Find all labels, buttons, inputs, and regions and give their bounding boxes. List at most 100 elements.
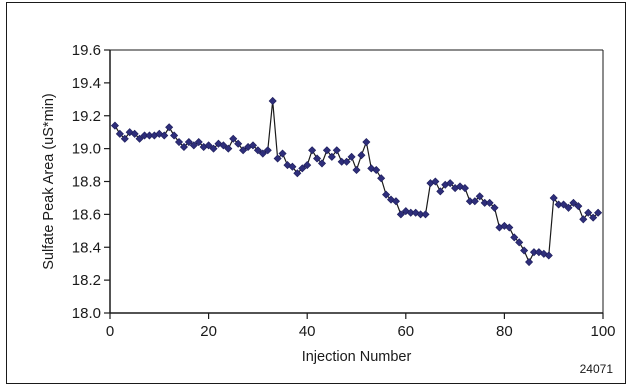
data-point <box>525 258 534 267</box>
data-point <box>263 146 272 155</box>
data-point <box>179 142 188 152</box>
y-tick-label: 18.6 <box>72 206 101 223</box>
x-tick-label: 40 <box>299 323 316 340</box>
series-line <box>114 100 599 264</box>
y-tick-label: 19.2 <box>72 108 101 125</box>
data-point <box>170 131 179 140</box>
data-point <box>559 200 568 209</box>
data-point <box>564 203 573 212</box>
data-point <box>234 139 243 148</box>
data-point <box>317 159 327 168</box>
data-point <box>391 197 400 206</box>
data-point <box>475 192 484 201</box>
data-point <box>574 202 583 211</box>
data-point <box>382 190 391 199</box>
data-point <box>332 146 341 155</box>
data-point <box>342 157 351 166</box>
data-point <box>401 207 410 216</box>
data-point <box>569 198 578 207</box>
data-point <box>456 182 465 191</box>
data-point <box>189 141 198 150</box>
data-point <box>160 131 169 140</box>
data-point <box>584 208 593 217</box>
y-tick-label: 18.8 <box>72 174 101 191</box>
sulfate-peak-area-chart: 18.0 18.2 18.4 18.6 18.8 19.0 19.2 19.4 19.6 0 20… <box>41 42 616 376</box>
x-tick-label: 100 <box>590 323 615 340</box>
data-point <box>248 141 257 150</box>
data-point <box>431 177 440 186</box>
data-point <box>367 164 376 173</box>
y-tick-label: 19.0 <box>72 141 101 158</box>
data-point <box>120 134 129 143</box>
data-point <box>534 248 543 257</box>
series-markers <box>110 96 603 267</box>
data-point <box>485 198 494 207</box>
data-point <box>209 144 218 153</box>
data-point <box>520 246 529 255</box>
data-point <box>347 152 356 161</box>
data-point <box>184 138 193 147</box>
data-point <box>589 213 598 222</box>
x-axis-ticks: 0 20 40 60 80 100 <box>106 313 616 340</box>
data-point <box>544 251 553 260</box>
data-point <box>352 165 361 175</box>
data-point <box>396 210 405 219</box>
plot-area <box>109 49 604 314</box>
data-point <box>411 208 420 217</box>
data-point <box>470 197 479 206</box>
x-tick-label: 20 <box>200 323 217 340</box>
y-tick-label: 19.4 <box>72 75 101 92</box>
data-point <box>303 161 312 170</box>
chart-frame: 18.0 18.2 18.4 18.6 18.8 19.0 19.2 19.4 19.6 0 20… <box>6 2 626 384</box>
y-axis-ticks: 18.0 18.2 18.4 18.6 18.8 19.0 19.2 19.4 19.6 <box>72 42 110 322</box>
data-point <box>357 151 366 160</box>
data-point <box>273 154 282 163</box>
y-tick-label: 19.6 <box>72 42 101 59</box>
figure-id-annotation: 24071 <box>580 362 614 376</box>
data-point <box>372 165 381 175</box>
data-point <box>327 152 336 161</box>
data-point <box>322 146 331 155</box>
data-point <box>308 146 317 155</box>
data-point <box>130 129 139 138</box>
y-tick-label: 18.2 <box>72 272 101 289</box>
x-tick-label: 80 <box>496 323 513 340</box>
data-point <box>460 184 469 193</box>
data-point <box>288 162 297 171</box>
x-axis-title: Injection Number <box>302 349 412 365</box>
data-point <box>239 146 248 155</box>
data-point <box>204 141 213 150</box>
data-point <box>165 123 174 132</box>
data-point <box>510 233 519 242</box>
data-point <box>298 164 307 173</box>
data-point <box>125 128 134 137</box>
data-point <box>579 215 588 224</box>
data-point <box>135 134 144 143</box>
data-point <box>377 174 386 183</box>
data-point <box>549 193 558 202</box>
data-point <box>253 146 262 155</box>
data-point <box>436 187 445 196</box>
data-point <box>293 169 302 178</box>
data-point <box>421 210 430 219</box>
data-point <box>224 144 233 153</box>
data-point <box>490 203 499 212</box>
data-point <box>505 223 514 232</box>
data-point <box>194 138 203 147</box>
data-point <box>278 149 287 158</box>
data-point <box>174 138 184 147</box>
data-point <box>446 179 455 188</box>
x-tick-label: 60 <box>397 323 414 340</box>
data-point <box>258 149 267 158</box>
data-point <box>500 221 509 230</box>
data-point <box>229 134 238 143</box>
x-tick-label: 0 <box>106 323 114 340</box>
data-point <box>268 96 277 105</box>
y-tick-label: 18.4 <box>72 239 101 256</box>
data-point <box>362 138 371 147</box>
y-tick-label: 18.0 <box>72 305 101 322</box>
data-point <box>313 154 322 163</box>
data-point <box>110 121 119 130</box>
data-point <box>515 238 524 247</box>
data-point <box>219 141 228 150</box>
